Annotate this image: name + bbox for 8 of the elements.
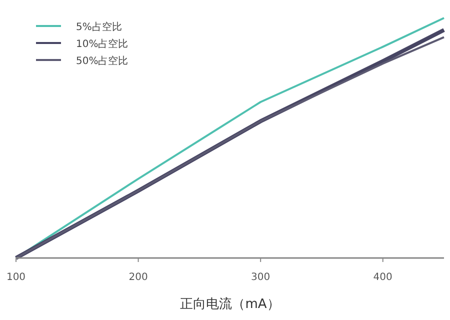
x-tick-label: 300 — [251, 272, 270, 283]
x-tick-label: 200 — [128, 272, 148, 283]
x-tick-label: 100 — [6, 272, 26, 283]
legend-label: 10%占空比 — [76, 38, 128, 50]
x-tick-label: 400 — [373, 272, 392, 283]
legend-label: 5%占空比 — [76, 21, 122, 33]
legend-label: 50%占空比 — [76, 55, 128, 67]
x-axis-title: 正向电流（mA） — [180, 296, 280, 312]
